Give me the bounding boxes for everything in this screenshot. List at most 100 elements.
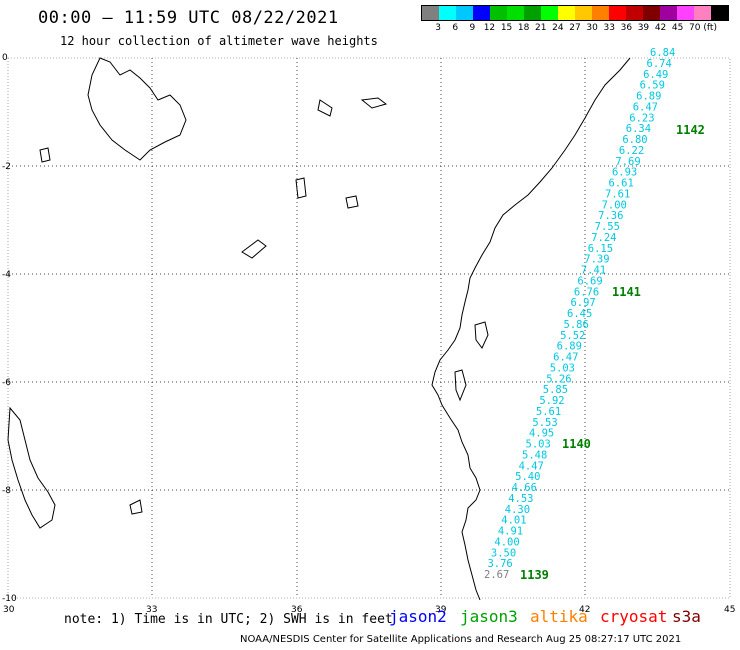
- lake-tanganyika: [7, 406, 56, 529]
- legend-swatch: [473, 6, 490, 20]
- track-value: 6.84: [650, 47, 675, 59]
- small-lake-2: [360, 97, 388, 109]
- track-value: 7.41: [581, 265, 606, 277]
- lake-natron: [317, 99, 333, 117]
- track-value: 6.45: [567, 308, 592, 320]
- satellite-cryosat: cryosat: [600, 607, 668, 626]
- legend-swatch: [524, 6, 541, 20]
- track-value: 6.80: [622, 134, 647, 146]
- track-value: 6.34: [626, 123, 651, 135]
- small-lake-5: [39, 147, 51, 163]
- track-value: 2.67: [484, 569, 509, 581]
- footnote: note: 1) Time is in UTC; 2) SWH is in fe…: [64, 612, 393, 627]
- legend-unit: (ft): [703, 23, 717, 33]
- legend-label: 3: [435, 23, 441, 33]
- track-value: 7.69: [615, 156, 640, 168]
- track-value: 4.95: [529, 428, 554, 440]
- track-value: 4.91: [498, 526, 523, 538]
- track-value: 5.48: [522, 449, 547, 461]
- lon-tick-label: 42: [579, 605, 590, 615]
- legend-label: 39: [637, 23, 650, 33]
- track-value: 4.01: [501, 515, 526, 527]
- legend-label: 24: [552, 23, 564, 33]
- track-value: 6.15: [588, 243, 613, 255]
- satellite-jason2: jason2: [389, 607, 447, 626]
- legend-label: 15: [500, 23, 513, 33]
- track-value: 6.74: [647, 58, 672, 70]
- legend-label: 33: [603, 23, 615, 33]
- track-value: 6.22: [619, 145, 644, 157]
- legend-swatch: [439, 6, 456, 20]
- legend-labels: 3 6 9 12 15 18 21 24 27 30 33 36 39 42 45 70 (ft): [421, 21, 729, 33]
- track-value: 6.23: [629, 112, 654, 124]
- legend-swatch: [694, 6, 711, 20]
- track-value: 6.47: [553, 352, 578, 364]
- legend-swatch: [660, 6, 677, 20]
- axis-labels: 30 33 36 39 42 45 0 -2 -4 -6 -8 -10: [2, 53, 735, 615]
- small-lake-4: [129, 499, 143, 515]
- lon-tick-label: 36: [291, 605, 303, 615]
- track-value: 5.61: [536, 406, 561, 418]
- legend-swatch: [490, 6, 507, 20]
- track-value: 3.50: [491, 547, 516, 559]
- legend-swatch: [626, 6, 643, 20]
- satellite-jason3: jason3: [460, 607, 518, 626]
- legend-swatch: [575, 6, 592, 20]
- legend-label: 27: [569, 23, 581, 33]
- lon-tick-label: 30: [3, 605, 15, 615]
- track-value: 6.93: [612, 167, 637, 179]
- track-value: 4.47: [519, 460, 544, 472]
- zanzibar-island: [474, 321, 489, 349]
- track-value: 5.53: [532, 417, 557, 429]
- track-value: 5.86: [564, 319, 589, 331]
- legend-label: 21: [535, 23, 547, 33]
- track-value: 7.61: [605, 188, 630, 200]
- lake-victoria: [87, 57, 187, 161]
- lon-tick-label: 45: [724, 605, 735, 615]
- track-value: 5.03: [526, 439, 551, 451]
- pass-number-label: 1141: [612, 285, 641, 299]
- legend-label: 36: [620, 23, 633, 33]
- small-lake-1: [295, 177, 307, 199]
- legend-label: 12: [483, 23, 496, 33]
- track-value: 4.53: [508, 493, 533, 505]
- legend-swatch: [456, 6, 473, 20]
- small-lake-3: [345, 195, 359, 209]
- legend-swatch: [558, 6, 575, 20]
- track-value: 7.24: [591, 232, 616, 244]
- track-value: 3.76: [487, 558, 512, 570]
- track-value: 7.55: [595, 221, 620, 233]
- mafia-island: [454, 369, 467, 402]
- satellite-s3a: s3a: [672, 607, 701, 626]
- pass-number-label: 1139: [520, 568, 549, 582]
- legend-label: 70: [689, 23, 701, 33]
- legend-label: 9: [469, 23, 476, 33]
- legend-swatch: [507, 6, 524, 20]
- lon-tick-label: 39: [435, 605, 447, 615]
- track-value: 6.76: [574, 286, 599, 298]
- mainland-coast: [431, 57, 631, 601]
- legend-label: 30: [586, 23, 598, 33]
- legend-swatch: [541, 6, 558, 20]
- lat-tick-label: -10: [2, 594, 17, 604]
- lake-eyasi: [241, 239, 267, 259]
- map-grid: [7, 57, 731, 599]
- legend-label: 6: [452, 23, 459, 33]
- track-value: 7.36: [598, 210, 623, 222]
- credits-footer: NOAA/NESDIS Center for Satellite Applica…: [240, 634, 682, 645]
- legend-label: 45: [671, 23, 684, 33]
- track-value: 6.89: [636, 91, 661, 103]
- track-value: 4.66: [512, 482, 537, 494]
- lat-tick-label: -8: [2, 486, 11, 496]
- track-value: 4.00: [494, 536, 519, 548]
- legend-swatch: [711, 6, 728, 20]
- track-value: 6.69: [577, 275, 602, 287]
- pass-number-label: 1142: [676, 123, 705, 137]
- track-value: 5.85: [543, 384, 568, 396]
- color-legend: 3 6 9 12 15 18 21 24 27 30 33 36 39 42 45 70 (ft): [421, 5, 729, 33]
- track-value: 7.39: [584, 254, 609, 266]
- track-value: 6.59: [640, 80, 665, 92]
- legend-label: 42: [654, 23, 667, 33]
- lon-tick-label: 33: [146, 605, 157, 615]
